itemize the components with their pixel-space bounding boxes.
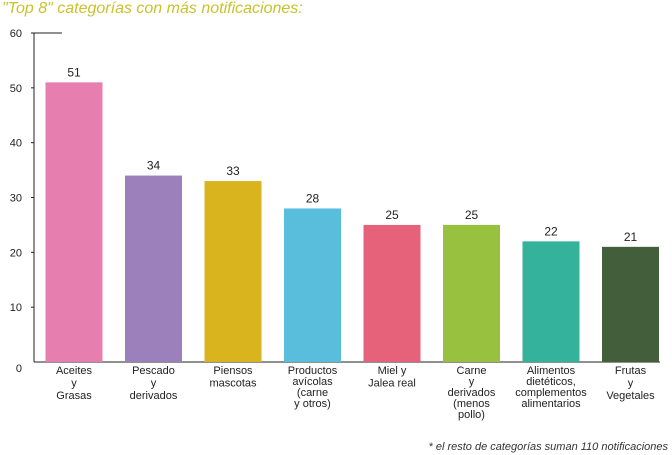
category-label-line: Carne — [457, 365, 487, 377]
category-label: Aceites y Grasas — [56, 365, 93, 402]
bar-value-label: 21 — [624, 230, 638, 244]
category-label-line: pollo) — [458, 409, 485, 421]
category-label-line: Alimentos — [527, 365, 576, 377]
category-label-line: avícolas — [292, 376, 333, 388]
bar-value-label: 51 — [67, 65, 81, 79]
y-tick-label: 30 — [10, 193, 22, 205]
category-label-line: y — [151, 378, 157, 390]
category-label-line: Piensos — [213, 365, 253, 377]
bar — [125, 175, 182, 362]
category-label: Productos avícolas (carne y otros) — [288, 365, 338, 410]
bar — [45, 82, 103, 362]
category-label-line: Aceites — [56, 365, 93, 377]
bar — [284, 208, 341, 362]
category-label-line: derivados — [130, 390, 178, 402]
bar — [443, 224, 500, 362]
chart-title: "Top 8" categorías con más notificacione… — [2, 0, 303, 17]
category-label-line: Vegetales — [606, 390, 655, 402]
category-label-line: Pescado — [132, 365, 175, 377]
category-label-line: Miel y — [378, 365, 407, 377]
chart-axes: 0 10 20 30 40 50 60 — [10, 28, 660, 375]
category-label-line: y — [469, 376, 475, 388]
category-label-line: Grasas — [56, 390, 92, 402]
category-label: Frutas y Vegetales — [606, 365, 655, 402]
y-tick-label: 40 — [10, 138, 22, 150]
category-label-line: (menos — [453, 398, 490, 410]
bar — [363, 224, 421, 362]
category-label: Miel y Jalea real — [368, 365, 416, 390]
category-label-line: y — [71, 378, 77, 390]
bar — [204, 181, 262, 362]
category-label-line: Frutas — [615, 365, 647, 377]
bar-value-label: 28 — [306, 191, 320, 205]
category-label-line: mascotas — [209, 378, 257, 390]
category-label: Pescado y derivados — [130, 365, 178, 402]
bar-value-label: 34 — [147, 159, 161, 173]
category-label-line: (carne — [297, 387, 328, 399]
category-label-line: derivados — [448, 387, 496, 399]
bar — [602, 246, 659, 362]
y-tick-label: 0 — [16, 363, 22, 375]
footnote: * el resto de categorías suman 110 notif… — [428, 441, 669, 453]
category-label-line: y otros) — [294, 398, 331, 410]
y-tick-label: 50 — [10, 83, 22, 95]
category-label-line: dietéticos, — [526, 376, 576, 388]
category-label-line: y — [628, 378, 634, 390]
category-label: Alimentos dietéticos, complementos alimenta… — [515, 365, 587, 410]
bar-value-label: 25 — [385, 208, 399, 222]
y-tick-label: 20 — [10, 247, 22, 259]
bar-value-label: 25 — [465, 208, 479, 222]
y-tick-label: 10 — [10, 302, 22, 314]
category-label-line: Productos — [288, 365, 338, 377]
category-label: Piensos mascotas — [209, 365, 257, 390]
bar-value-label: 22 — [544, 224, 558, 238]
category-label-line: complementos — [515, 387, 587, 399]
chart-bars — [45, 82, 659, 362]
bar-value-label: 33 — [226, 164, 240, 178]
category-label-line: alimentarios — [521, 398, 581, 410]
category-label: Carne y derivados (menos pollo) — [448, 365, 496, 421]
bar — [522, 241, 580, 362]
y-tick-label: 60 — [10, 28, 22, 40]
category-label-line: Jalea real — [368, 378, 416, 390]
